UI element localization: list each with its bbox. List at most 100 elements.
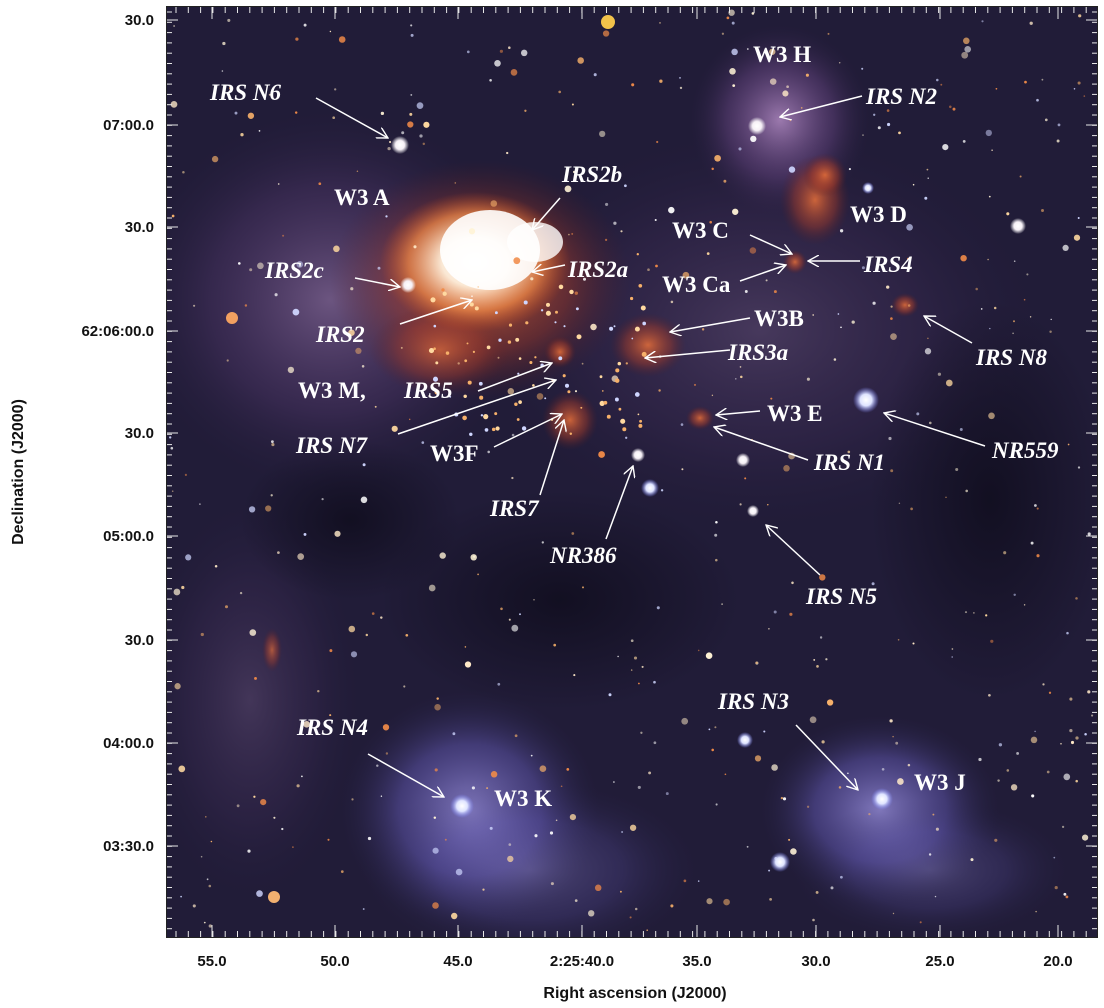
star — [987, 258, 989, 261]
star — [297, 553, 305, 560]
star — [507, 388, 515, 395]
star — [746, 48, 749, 50]
star — [868, 812, 871, 816]
star — [249, 629, 257, 636]
label-irs5: IRS5 — [403, 378, 453, 403]
star — [711, 748, 714, 752]
star — [317, 689, 320, 693]
y-tick-label: 05:00.0 — [103, 528, 154, 545]
star — [654, 218, 657, 222]
star — [380, 616, 383, 619]
star — [1084, 732, 1087, 736]
star — [1065, 895, 1069, 899]
star — [205, 816, 207, 818]
star — [470, 554, 477, 561]
x-tick-label: 55.0 — [197, 953, 227, 970]
star — [840, 326, 842, 329]
star — [751, 12, 755, 15]
star — [965, 489, 968, 493]
star — [830, 886, 834, 890]
star — [555, 819, 558, 822]
star — [604, 238, 608, 242]
star — [1023, 604, 1026, 606]
star — [593, 73, 597, 77]
star — [407, 121, 414, 128]
star — [428, 348, 435, 354]
star — [715, 803, 718, 806]
star — [581, 362, 584, 365]
star — [681, 468, 684, 471]
star — [495, 426, 500, 431]
star — [222, 41, 226, 46]
star — [877, 126, 881, 130]
star — [715, 520, 718, 524]
star — [577, 57, 584, 64]
star — [296, 261, 304, 268]
star — [693, 383, 697, 386]
star — [682, 271, 690, 279]
star — [809, 716, 817, 724]
star — [838, 786, 842, 789]
star — [670, 904, 674, 908]
star — [789, 119, 792, 122]
star — [744, 477, 747, 480]
star — [555, 310, 558, 314]
star — [260, 799, 267, 806]
star — [416, 102, 424, 109]
star — [566, 768, 570, 771]
star — [433, 816, 437, 819]
star — [511, 624, 519, 632]
star — [928, 853, 932, 856]
star — [995, 87, 998, 90]
star — [590, 323, 597, 331]
star — [653, 741, 657, 745]
label-irs-n8: IRS N8 — [975, 345, 1047, 370]
star — [510, 69, 518, 76]
star — [740, 375, 743, 379]
star — [660, 489, 664, 492]
label-nr559: NR559 — [991, 438, 1059, 463]
star — [463, 394, 467, 399]
star — [464, 646, 467, 648]
star — [989, 327, 991, 330]
star — [618, 407, 622, 411]
star — [281, 827, 284, 831]
star — [422, 142, 426, 146]
star — [301, 775, 303, 778]
label-irs-n6: IRS N6 — [209, 80, 281, 105]
star — [486, 345, 491, 350]
star — [1046, 770, 1050, 774]
star — [329, 30, 332, 33]
star — [405, 633, 409, 637]
star — [926, 168, 929, 171]
star — [248, 506, 256, 513]
star — [518, 400, 522, 404]
star — [647, 268, 650, 272]
star — [1070, 740, 1075, 745]
star — [806, 805, 810, 808]
star — [221, 70, 224, 72]
star — [523, 300, 528, 305]
label-w3-e: W3 E — [767, 401, 823, 426]
star — [480, 414, 484, 417]
star — [1077, 466, 1081, 469]
star — [580, 406, 583, 409]
star — [516, 418, 520, 421]
star — [681, 717, 689, 725]
star — [978, 757, 982, 762]
star — [598, 451, 605, 458]
label-irs-n5: IRS N5 — [805, 584, 877, 609]
star — [571, 232, 574, 235]
star — [410, 24, 413, 27]
star — [329, 649, 333, 653]
star — [981, 20, 984, 23]
star — [539, 765, 547, 773]
star — [1075, 736, 1079, 740]
star — [668, 206, 675, 214]
star — [1030, 736, 1038, 744]
star — [268, 93, 271, 96]
star — [739, 503, 742, 506]
star — [567, 390, 571, 394]
x-tick-label: 25.0 — [925, 953, 955, 970]
star — [892, 912, 895, 915]
